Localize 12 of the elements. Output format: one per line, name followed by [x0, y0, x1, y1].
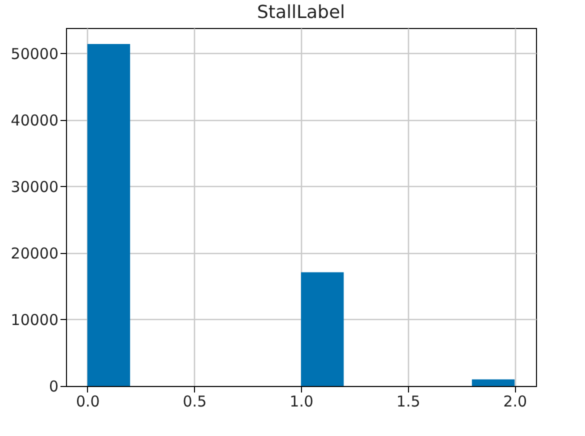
- x-tick-label: 0.0: [76, 392, 100, 410]
- x-tick-label: 0.5: [182, 392, 207, 410]
- y-tick-label: 10000: [10, 310, 58, 329]
- chart-title: StallLabel: [256, 2, 346, 23]
- x-tick-label: 1.5: [396, 392, 420, 410]
- x-tick-label: 1.0: [290, 392, 314, 410]
- y-tick-label: 40000: [10, 111, 58, 130]
- y-tick-label: 0: [48, 378, 58, 396]
- x-tick-label: 2.0: [503, 392, 528, 410]
- y-tick-label: 30000: [10, 178, 58, 196]
- y-tick-label: 50000: [10, 44, 58, 63]
- y-tick-label: 20000: [10, 244, 58, 262]
